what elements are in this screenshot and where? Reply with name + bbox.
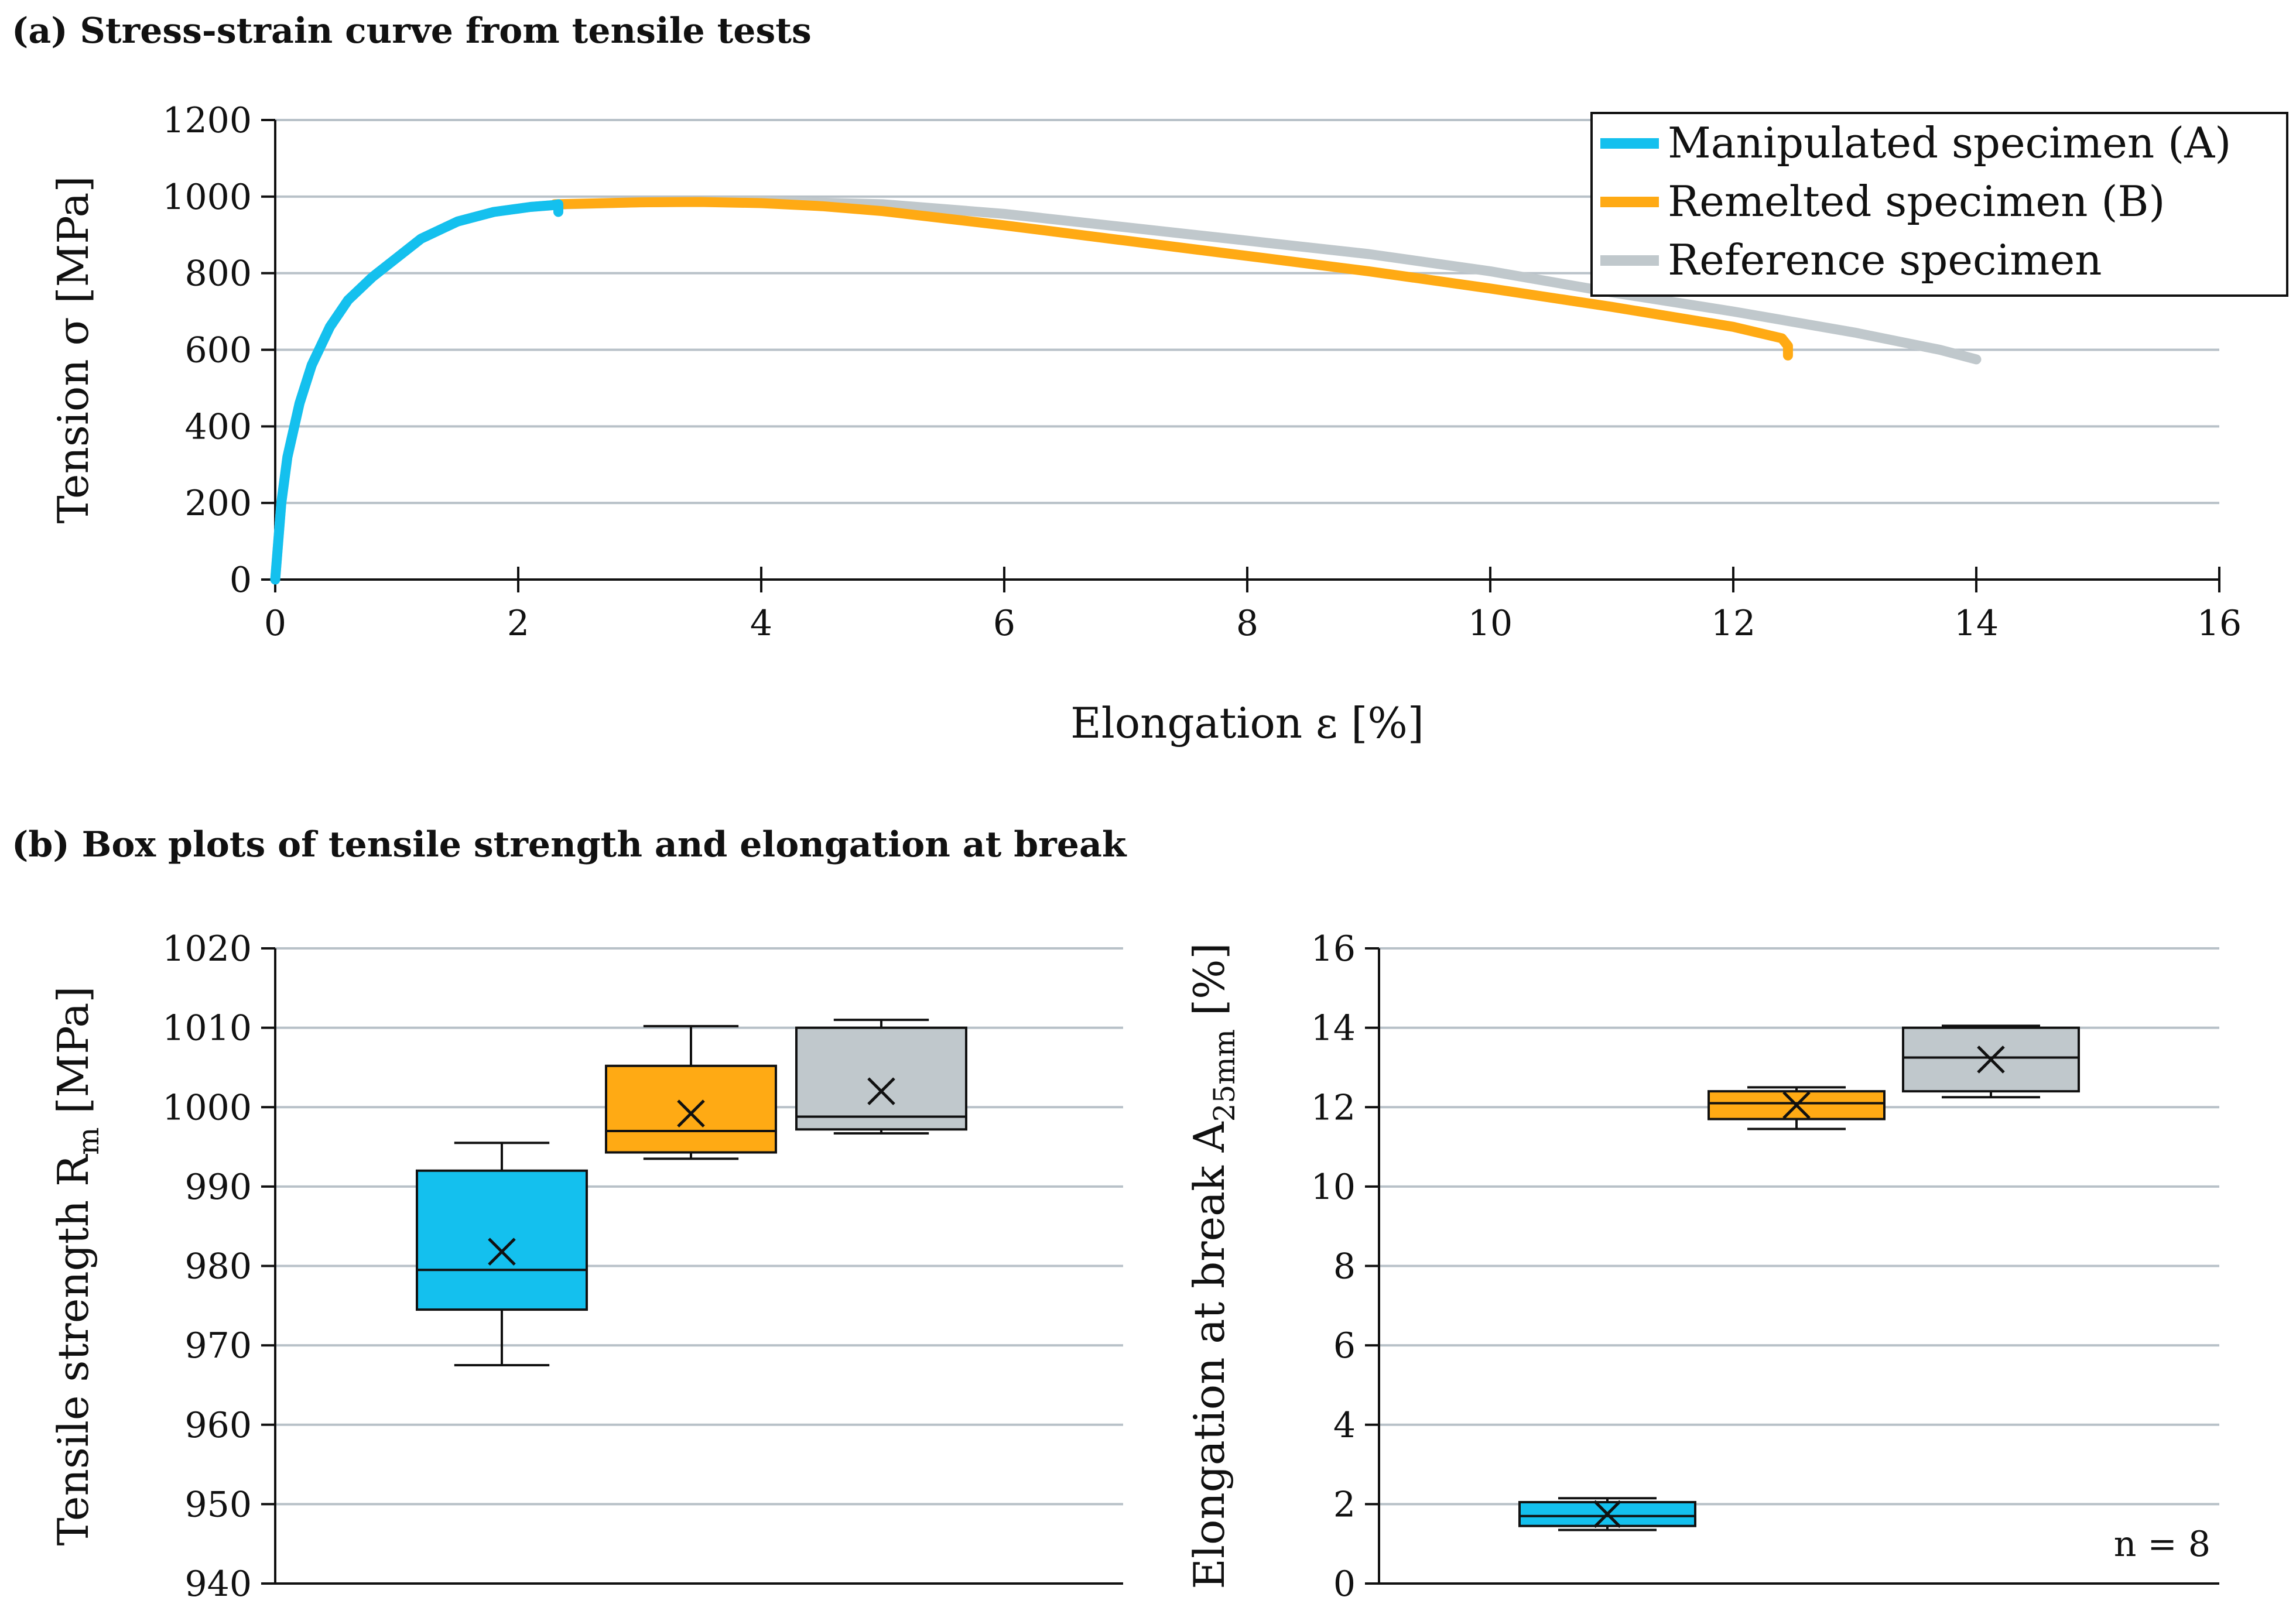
el-y-tick-label: 6 [1333,1325,1356,1366]
el-y-tick-label: 14 [1311,1008,1356,1049]
box-mean-marker [1593,1500,1621,1529]
rm-y-tick-label: 1000 [162,1087,252,1128]
rm-y-tick-label: 1020 [162,928,252,969]
a-y-tick-label: 1000 [162,177,252,218]
legend-box [1590,112,2288,297]
a-x-tick-label: 10 [1468,603,1513,644]
rm-y-tick-label: 960 [184,1405,252,1446]
sample-size-annotation: n = 8 [2114,1524,2211,1565]
a-x-axis-label: Elongation ε [%] [1070,698,1424,748]
box-iqr [416,1169,588,1311]
el-box-1 [1708,1086,1886,1130]
el-y-tick-label: 8 [1333,1246,1356,1287]
box-mean-marker [677,1099,705,1127]
el-y-tick-label: 10 [1311,1167,1356,1208]
a-y-tick-label: 800 [184,253,252,294]
rm-y-tick-label: 980 [184,1246,252,1287]
series-line-manipulated [270,199,563,585]
a-x-tick-label: 0 [264,603,286,644]
series-line-remelted [549,197,1793,361]
legend-label: Reference specimen [1668,235,2102,285]
box-iqr [795,1026,967,1131]
rm-y-tick-label: 940 [184,1564,252,1605]
panel-a-title: (a) Stress-strain curve from tensile tes… [12,11,812,52]
box-iqr [605,1064,777,1154]
el-y-tick-label: 12 [1311,1087,1356,1128]
rm-y-tick-label: 950 [184,1484,252,1525]
a-y-tick-label: 200 [184,483,252,524]
rm-box-0 [416,1142,588,1367]
el-y-tick-label: 0 [1333,1564,1356,1605]
a-x-tick-label: 14 [1954,603,1999,644]
box-mean-marker [867,1077,895,1105]
rm-box-2 [795,1019,967,1135]
panel-b-title: (b) Box plots of tensile strength and el… [12,824,1127,865]
el-y-tick-label: 4 [1333,1405,1356,1446]
a-x-tick-label: 12 [1711,603,1756,644]
a-y-tick-label: 400 [184,406,252,447]
el-box-0 [1518,1497,1696,1531]
box-mean-marker [1782,1091,1811,1119]
legend-label: Remelted specimen (B) [1668,177,2165,226]
a-x-tick-label: 6 [993,603,1015,644]
a-y-tick-label: 0 [230,560,252,601]
box-mean-marker [488,1238,516,1266]
rm-y-tick-label: 1010 [162,1008,252,1049]
a-x-tick-label: 4 [750,603,772,644]
el-y-tick-label: 2 [1333,1484,1356,1525]
rm-y-tick-label: 970 [184,1325,252,1366]
el-y-tick-label: 16 [1311,928,1356,969]
rm-y-axis-label: Tensile strength Rm [MPa] [49,986,105,1545]
a-x-tick-label: 16 [2197,603,2242,644]
el-box-2 [1902,1024,2080,1099]
rm-y-tick-label: 990 [184,1167,252,1208]
legend-label: Manipulated specimen (A) [1668,118,2231,167]
box-mean-marker [1977,1046,2005,1074]
a-x-tick-label: 8 [1236,603,1258,644]
rm-box-1 [605,1024,777,1160]
a-y-tick-label: 600 [184,330,252,371]
a-y-tick-label: 1200 [162,100,252,141]
a-x-tick-label: 2 [507,603,529,644]
a-y-axis-label: Tension σ [MPa] [49,176,98,523]
el-y-axis-label: Elongation at break A25mm [%] [1185,943,1241,1589]
